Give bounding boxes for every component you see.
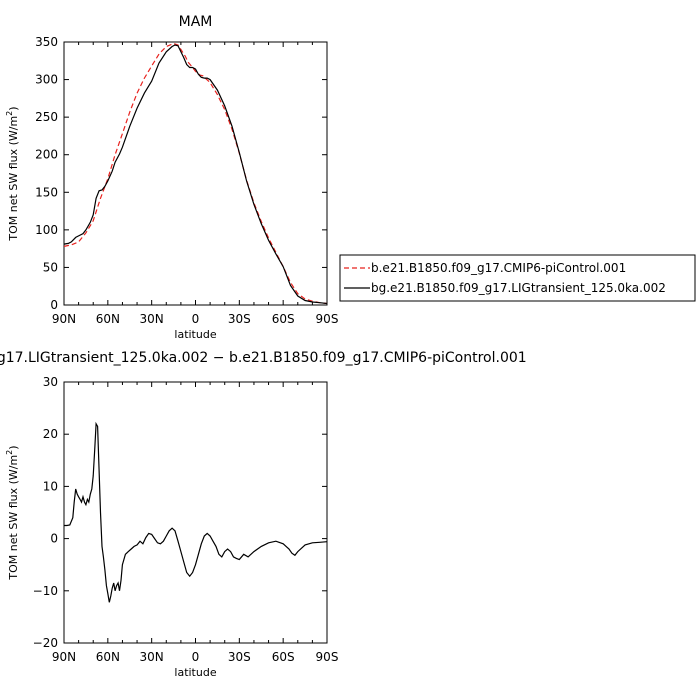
y-tick-label: 350: [35, 35, 58, 49]
x-tick-label: 30S: [228, 312, 251, 326]
x-tick-label: 90S: [316, 312, 339, 326]
x-tick-label: 30N: [140, 650, 164, 664]
plot-frame: [63, 381, 328, 644]
chart-title: MAM: [179, 14, 213, 30]
y-tick-label: 50: [43, 260, 58, 274]
x-tick-label: 60S: [272, 650, 295, 664]
x-tick-label: 30N: [140, 312, 164, 326]
y-tick-label: −10: [33, 584, 58, 598]
series-line-1: [63, 44, 328, 305]
chart-title: bg.e21.B1850.f09_g17.LIGtransient_125.0k…: [0, 350, 527, 366]
legend-label-1: bg.e21.B1850.f09_g17.LIGtransient_125.0k…: [371, 281, 666, 295]
y-axis-title-superscript: 2: [5, 450, 14, 455]
bottom-panel: bg.e21.B1850.f09_g17.LIGtransient_125.0k…: [0, 350, 527, 679]
y-axis-title: TOM net SW flux (W/m2): [5, 106, 20, 241]
y-axis-title-close: ): [7, 106, 20, 110]
x-tick-label: 30S: [228, 650, 251, 664]
y-tick-label: 200: [35, 148, 58, 162]
legend-label-0: b.e21.B1850.f09_g17.CMIP6-piControl.001: [371, 261, 626, 275]
y-tick-label: 0: [50, 532, 58, 546]
legend-box: [339, 254, 696, 302]
x-tick-label: 60N: [96, 650, 120, 664]
x-tick-label: 90N: [52, 650, 76, 664]
y-axis-title: TOM net SW flux (W/m2): [5, 445, 20, 580]
y-tick-label: 0: [50, 298, 58, 312]
y-tick-label: 10: [43, 479, 58, 493]
x-tick-label: 60N: [96, 312, 120, 326]
x-axis-title: latitude: [174, 666, 216, 679]
series-line-0: [63, 42, 328, 305]
x-tick-label: 90S: [316, 650, 339, 664]
x-tick-label: 60S: [272, 312, 295, 326]
y-tick-label: 20: [43, 427, 58, 441]
top-panel: MAM 90N 60N 30N 0 30S 60S 90S 0 50 100 150 200 250 300…: [5, 14, 696, 341]
plot-frame: [63, 41, 328, 306]
y-tick-label: 30: [43, 375, 58, 389]
y-tick-label: 300: [35, 73, 58, 87]
x-tick-label: 0: [192, 312, 200, 326]
x-axis-title: latitude: [174, 328, 216, 341]
y-axis-title-text: TOM net SW flux (W/m: [7, 455, 20, 581]
x-tick-label: 0: [192, 650, 200, 664]
y-tick-label: 100: [35, 223, 58, 237]
y-axis-title-close: ): [7, 445, 20, 449]
x-tick-label: 90N: [52, 312, 76, 326]
y-tick-label: −20: [33, 636, 58, 650]
y-axis-title-superscript: 2: [5, 111, 14, 116]
series-line-0: [64, 421, 328, 603]
y-axis-title-text: TOM net SW flux (W/m: [7, 116, 20, 242]
y-tick-label: 250: [35, 110, 58, 124]
y-tick-label: 150: [35, 185, 58, 199]
